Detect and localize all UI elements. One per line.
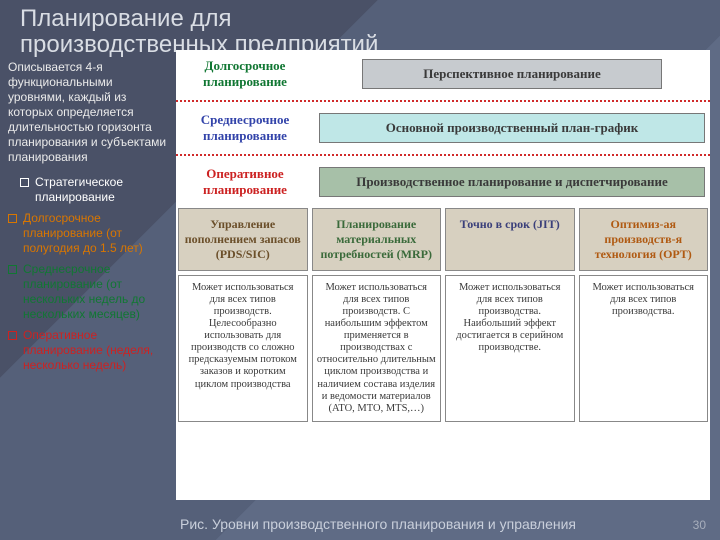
- bullet-item: Оперативное планирование (неделя, нескол…: [8, 328, 168, 373]
- bullet-item: Среднесрочное планирование (от нескольки…: [8, 262, 168, 322]
- bullet-text: Среднесрочное планирование (от нескольки…: [23, 262, 168, 322]
- diagram-area: Долгосрочное планирование Перспективное п…: [176, 50, 710, 500]
- bullet-square-icon: [8, 214, 17, 223]
- planning-row-label: Оперативное планирование: [176, 158, 314, 206]
- planning-row-box: Перспективное планирование: [362, 59, 661, 89]
- bullet-square-icon: [8, 265, 17, 274]
- method-description: Может использоваться для всех типов прои…: [312, 275, 442, 422]
- bullet-square-icon: [20, 178, 29, 187]
- planning-rows: Долгосрочное планирование Перспективное п…: [176, 50, 710, 206]
- method-cell: Управление пополнением запасов (PDS/SIC): [178, 208, 308, 271]
- figure-caption: Рис. Уровни производственного планирован…: [180, 516, 576, 532]
- planning-row-label: Среднесрочное планирование: [176, 104, 314, 152]
- method-description: Может использоваться для всех типов прои…: [178, 275, 308, 422]
- bullet-square-icon: [8, 331, 17, 340]
- method-description: Может использоваться для всех типов прои…: [579, 275, 709, 422]
- page-number: 30: [693, 518, 706, 532]
- method-description: Может использоваться для всех типов прои…: [445, 275, 575, 422]
- bullet-text: Стратегическое планирование: [35, 175, 168, 205]
- method-grid-header: Управление пополнением запасов (PDS/SIC)…: [176, 206, 710, 275]
- intro-text: Описывается 4-я функциональными уровнями…: [8, 60, 168, 165]
- bullet-text: Оперативное планирование (неделя, нескол…: [23, 328, 168, 373]
- row-separator: [176, 100, 710, 102]
- planning-row: Оперативное планированиеПроизводственное…: [176, 158, 710, 206]
- planning-row-box-wrap: Основной производственный план-график: [314, 104, 710, 152]
- method-cell: Точно в срок (JIT): [445, 208, 575, 271]
- planning-row-box: Основной производственный план-график: [319, 113, 705, 143]
- planning-row: Среднесрочное планированиеОсновной произ…: [176, 104, 710, 152]
- planning-row-box-wrap: Производственное планирование и диспетчи…: [314, 158, 710, 206]
- method-cell: Оптимиз-ая производств-я технология (OPT…: [579, 208, 709, 271]
- method-grid-descriptions: Может использоваться для всех типов прои…: [176, 275, 710, 426]
- bullet-list: Стратегическое планирование Долгосрочное …: [8, 175, 168, 373]
- bullet-item: Стратегическое планирование: [8, 175, 168, 205]
- planning-row: Долгосрочное планирование Перспективное п…: [176, 50, 710, 98]
- planning-row-box-wrap: Перспективное планирование: [314, 50, 710, 98]
- planning-row-label: Долгосрочное планирование: [176, 50, 314, 98]
- bullet-text: Долгосрочное планирование (от полугодия …: [23, 211, 168, 256]
- planning-row-box: Производственное планирование и диспетчи…: [319, 167, 705, 197]
- method-cell: Планирование материальных потребностей (…: [312, 208, 442, 271]
- bullet-item: Долгосрочное планирование (от полугодия …: [8, 211, 168, 256]
- row-separator: [176, 154, 710, 156]
- left-column: Описывается 4-я функциональными уровнями…: [8, 60, 168, 373]
